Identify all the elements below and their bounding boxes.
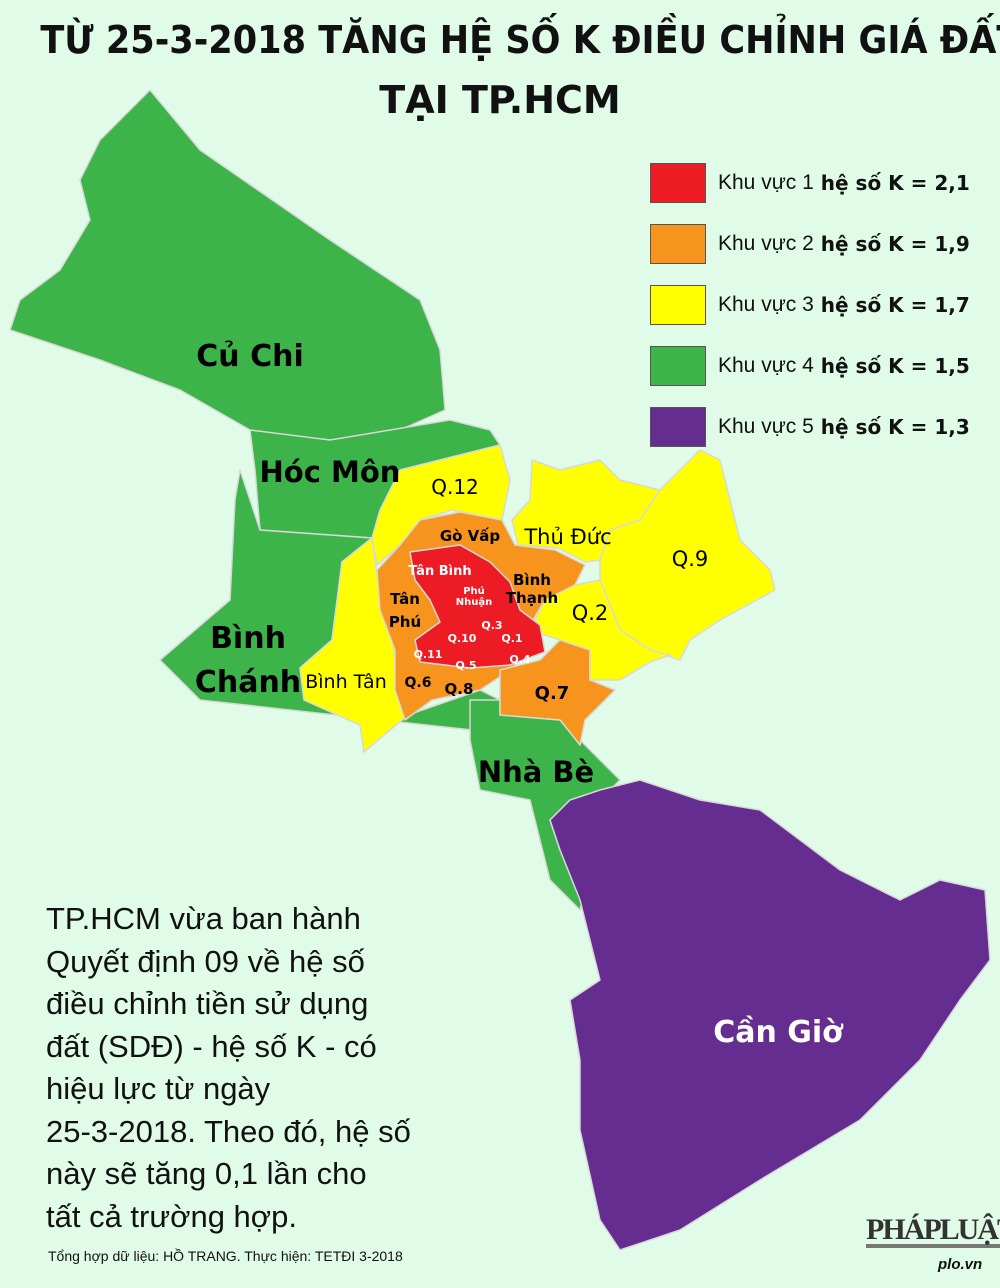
legend-swatch	[650, 284, 706, 325]
legend-area: Khu vực 1	[718, 170, 814, 194]
title-line-2: TẠI TP.HCM	[379, 78, 621, 122]
description-text: TP.HCM vừa ban hành Quyết định 09 về hệ …	[46, 898, 486, 1238]
description-line: TP.HCM vừa ban hành	[46, 901, 361, 936]
legend-coef: hệ số K = 1,5	[820, 353, 970, 378]
legend-coef: hệ số K = 1,9	[820, 231, 970, 256]
region-can-gio	[549, 779, 991, 1251]
label-q2: Q.2	[572, 601, 609, 625]
label-thu-duc: Thủ Đức	[523, 525, 611, 549]
site-url: plo.vn	[938, 1256, 983, 1273]
label-hoc-mon: Hóc Môn	[260, 455, 401, 489]
legend-swatch	[650, 162, 706, 203]
label-q6: Q.6	[405, 675, 432, 691]
label-nha-be: Nhà Bè	[478, 755, 594, 789]
label-tan-binh: Tân Bình	[408, 564, 471, 579]
legend-swatch	[650, 406, 706, 447]
label-binh-chanh-2: Chánh	[195, 665, 301, 700]
label-cu-chi: Củ Chi	[196, 339, 303, 374]
region-zone1-center	[409, 544, 546, 669]
description-line: điều chỉnh tiền sử dụng	[46, 986, 369, 1021]
label-q1: Q.1	[501, 632, 522, 645]
region-q7	[499, 639, 616, 746]
legend-area: Khu vực 4	[718, 353, 814, 377]
label-q9: Q.9	[672, 547, 709, 571]
description-line: hiệu lực từ ngày	[46, 1071, 271, 1106]
region-q2	[529, 579, 671, 681]
legend-area: Khu vực 5	[718, 414, 814, 438]
legend-coef: hệ số K = 2,1	[820, 170, 970, 195]
label-q12: Q.12	[431, 475, 479, 499]
legend-swatch	[650, 223, 706, 264]
legend-item: Khu vực 3 hệ số K = 1,7	[650, 274, 970, 335]
description-line: tất cả trường hợp.	[46, 1198, 297, 1234]
label-phu-nhuan-1: Phú	[463, 585, 485, 597]
label-binh-chanh-1: Bình	[210, 621, 286, 656]
title-line-1-row: TỪ 25-3-2018 TĂNG HỆ SỐ K ĐIỀU CHỈNH GIÁ…	[0, 18, 1000, 62]
legend-item: Khu vực 5 hệ số K = 1,3	[650, 396, 970, 457]
description-line: đất (SDĐ) - hệ số K - có	[46, 1028, 377, 1064]
label-tan-phu-2: Phú	[389, 613, 421, 631]
label-binh-thanh-2: Thạnh	[506, 589, 558, 607]
label-tan-phu-1: Tân	[390, 590, 420, 608]
label-binh-thanh-1: Bình	[513, 571, 551, 589]
label-q10: Q.10	[448, 632, 477, 645]
label-q11: Q.11	[414, 648, 443, 661]
legend-item: Khu vực 4 hệ số K = 1,5	[650, 335, 970, 396]
legend-swatch	[650, 345, 706, 386]
label-phu-nhuan-2: Nhuận	[456, 596, 492, 608]
description-line: này sẽ tăng 0,1 lần cho	[46, 1156, 367, 1191]
label-q4: Q.4	[509, 653, 531, 666]
label-q5: Q.5	[455, 659, 476, 672]
label-can-gio: Cần Giờ	[713, 1015, 844, 1050]
label-q8: Q.8	[445, 680, 474, 698]
legend: Khu vực 1 hệ số K = 2,1 Khu vực 2 hệ số K …	[650, 152, 970, 457]
region-cu-chi	[9, 89, 446, 441]
label-binh-tan: Bình Tân	[305, 671, 387, 693]
description-line: 25-3-2018. Theo đó, hệ số	[46, 1113, 411, 1149]
legend-area: Khu vực 2	[718, 231, 814, 255]
legend-item: Khu vực 2 hệ số K = 1,9	[650, 213, 970, 274]
legend-area: Khu vực 3	[718, 292, 814, 316]
label-go-vap: Gò Vấp	[440, 527, 501, 545]
legend-item: Khu vực 1 hệ số K = 2,1	[650, 152, 970, 213]
title-line-1: TỪ 25-3-2018 TĂNG HỆ SỐ K ĐIỀU CHỈNH GIÁ…	[40, 18, 1000, 62]
legend-coef: hệ số K = 1,7	[820, 292, 970, 317]
publisher-logo: PHÁPLUẬT	[866, 1215, 1000, 1248]
title-line-2-row: TẠI TP.HCM	[0, 78, 1000, 122]
label-q3: Q.3	[481, 619, 502, 632]
credit-line: Tổng hợp dữ liệu: HỒ TRANG. Thực hiện: T…	[48, 1248, 403, 1264]
description-line: Quyết định 09 về hệ số	[46, 943, 365, 979]
label-q7: Q.7	[535, 683, 570, 704]
legend-coef: hệ số K = 1,3	[820, 414, 970, 439]
